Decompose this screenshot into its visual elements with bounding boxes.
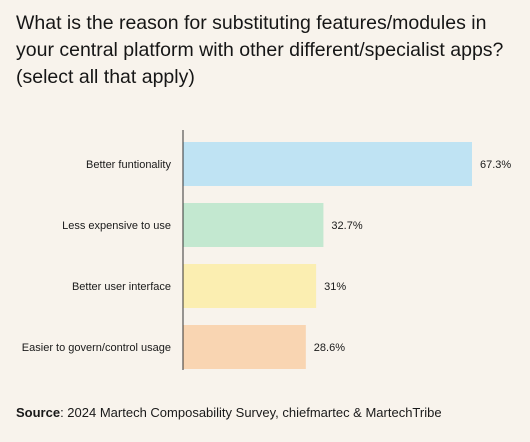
source-label: Source (16, 405, 61, 420)
value-label-1: 32.7% (331, 220, 362, 232)
bar-2 (183, 264, 317, 308)
value-label-3: 28.6% (314, 342, 345, 354)
bar-chart: Better funtionality 67.3% Less expensive t… (0, 130, 530, 380)
category-label-2: Better user interface (72, 281, 171, 293)
bar-1 (183, 203, 324, 247)
bar-chart-svg: Better funtionality 67.3% Less expensive t… (22, 130, 511, 370)
value-label-0: 67.3% (480, 159, 511, 171)
chart-title: What is the reason for substituting feat… (16, 12, 504, 88)
category-label-0: Better funtionality (86, 159, 171, 171)
source-note: Source: 2024 Martech Composability Surve… (16, 405, 442, 420)
bar-0 (183, 142, 472, 186)
value-label-2: 31% (324, 281, 346, 293)
category-label-3: Easier to govern/control usage (22, 342, 171, 354)
source-text: : 2024 Martech Composability Survey, chi… (60, 405, 442, 420)
category-label-1: Less expensive to use (62, 220, 171, 232)
bar-3 (183, 325, 306, 369)
